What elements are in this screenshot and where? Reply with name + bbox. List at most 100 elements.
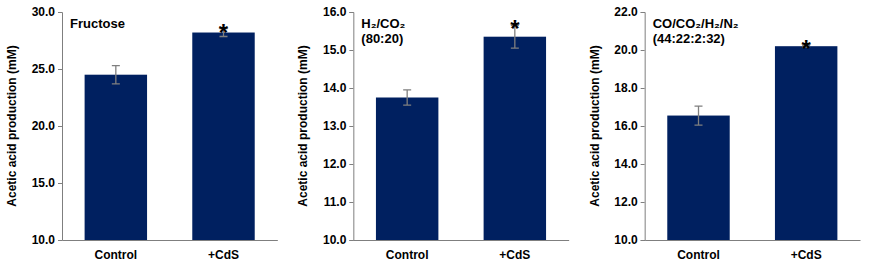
plot-area — [376, 25, 546, 240]
y-axis: 10.0 11.0 12.0 13.0 14.0 15.0 16.0 — [323, 5, 354, 247]
x-tick-label: Control — [95, 248, 138, 262]
y-tick-label: 20.0 — [32, 119, 56, 133]
y-tick: 16.0 — [614, 119, 644, 133]
bar — [376, 98, 438, 241]
y-tick-label: 12.0 — [614, 195, 638, 209]
panel-title: H₂/CO₂ — [361, 16, 405, 31]
x-axis: Control +CdS — [645, 240, 860, 262]
y-tick-mark — [641, 240, 645, 241]
panel: 10.0 12.0 14.0 16.0 18.0 20.0 22.0 Control +CdS A… — [588, 5, 861, 261]
y-tick: 25.0 — [32, 62, 62, 76]
x-tick: +CdS — [499, 240, 530, 262]
y-tick-label: 30.0 — [32, 5, 56, 19]
bar — [667, 116, 729, 240]
panel-title: (44:22:2:32) — [653, 31, 725, 46]
y-tick-label: 12.0 — [323, 157, 347, 171]
x-axis-line — [645, 240, 860, 241]
y-axis-line — [58, 13, 63, 241]
plot-area — [85, 29, 255, 240]
y-tick-mark — [349, 202, 353, 203]
error-bar — [695, 106, 703, 125]
panel: 10.0 15.0 20.0 25.0 30.0 Control +CdS Acetic ac… — [5, 5, 278, 261]
y-tick: 15.0 — [32, 176, 62, 190]
y-tick-mark — [349, 126, 353, 127]
y-tick-label: 11.0 — [324, 195, 347, 209]
y-tick: 12.0 — [323, 157, 353, 171]
y-tick-mark — [349, 240, 353, 241]
panel-title: (80:20) — [361, 31, 403, 46]
y-axis: 10.0 15.0 20.0 25.0 30.0 — [32, 5, 63, 247]
y-tick-mark — [349, 88, 353, 89]
y-tick: 16.0 — [323, 5, 353, 19]
y-tick: 20.0 — [614, 43, 644, 57]
y-tick-label: 20.0 — [614, 43, 638, 57]
y-axis-title: Acetic acid production (mM) — [588, 45, 602, 206]
y-tick: 10.0 — [32, 233, 62, 247]
y-axis-title: Acetic acid production (mM) — [5, 45, 19, 206]
x-tick: +CdS — [791, 240, 822, 262]
y-tick: 20.0 — [32, 119, 62, 133]
bar — [775, 46, 837, 240]
y-tick: 10.0 — [614, 233, 644, 247]
y-tick-label: 13.0 — [323, 119, 347, 133]
y-tick-mark — [58, 240, 62, 241]
y-tick: 14.0 — [323, 81, 353, 95]
y-tick-mark — [641, 12, 645, 13]
x-axis-line — [63, 240, 278, 241]
y-tick-label: 16.0 — [323, 5, 347, 19]
y-tick: 12.0 — [614, 195, 644, 209]
significance-marker: * — [510, 15, 520, 42]
y-tick-label: 15.0 — [323, 43, 347, 57]
y-tick-label: 10.0 — [614, 233, 638, 247]
x-tick: +CdS — [208, 240, 239, 262]
y-tick: 14.0 — [614, 157, 644, 171]
y-tick: 13.0 — [323, 119, 353, 133]
figure: 10.0 15.0 20.0 25.0 30.0 Control +CdS Acetic ac… — [0, 0, 874, 278]
x-tick: Control — [386, 240, 429, 262]
y-tick-mark — [641, 126, 645, 127]
y-tick-mark — [349, 50, 353, 51]
y-tick-label: 16.0 — [614, 119, 638, 133]
bar — [192, 33, 254, 240]
panel: 10.0 11.0 12.0 13.0 14.0 15.0 16.0 Control +CdS A… — [296, 5, 569, 261]
x-tick-label: +CdS — [208, 248, 239, 262]
bar — [85, 75, 147, 240]
y-tick-mark — [58, 126, 62, 127]
y-tick-mark — [349, 12, 353, 13]
x-tick-label: Control — [386, 248, 429, 262]
y-tick-label: 10.0 — [323, 233, 347, 247]
x-axis: Control +CdS — [63, 240, 278, 262]
y-tick-mark — [58, 12, 62, 13]
y-tick: 15.0 — [323, 43, 353, 57]
y-tick-label: 15.0 — [32, 176, 56, 190]
x-tick-label: +CdS — [791, 248, 822, 262]
y-tick: 30.0 — [32, 5, 62, 19]
x-axis-line — [354, 240, 569, 241]
bar — [484, 37, 546, 240]
y-tick: 10.0 — [323, 233, 353, 247]
y-tick-label: 22.0 — [614, 5, 638, 19]
x-tick-label: +CdS — [499, 248, 530, 262]
y-axis: 10.0 12.0 14.0 16.0 18.0 20.0 22.0 — [614, 5, 645, 247]
panel-title: Fructose — [70, 16, 125, 31]
y-axis-title: Acetic acid production (mM) — [296, 45, 310, 206]
error-bar — [403, 90, 411, 105]
y-tick-label: 18.0 — [614, 81, 638, 95]
y-axis-line — [641, 13, 646, 241]
y-tick-label: 10.0 — [32, 233, 56, 247]
y-tick-label: 14.0 — [614, 157, 638, 171]
y-tick-label: 25.0 — [32, 62, 56, 76]
error-bar — [112, 66, 120, 84]
y-tick-mark — [641, 88, 645, 89]
x-tick: Control — [95, 240, 138, 262]
panel-title: CO/CO₂/H₂/N₂ — [653, 16, 739, 31]
y-tick-mark — [58, 183, 62, 184]
x-axis: Control +CdS — [354, 240, 569, 262]
plot-area — [667, 45, 837, 240]
y-tick: 22.0 — [614, 5, 644, 19]
y-tick-mark — [349, 164, 353, 165]
significance-marker: * — [219, 19, 229, 46]
y-tick-label: 14.0 — [323, 81, 347, 95]
x-tick: Control — [677, 240, 720, 262]
y-tick: 18.0 — [614, 81, 644, 95]
